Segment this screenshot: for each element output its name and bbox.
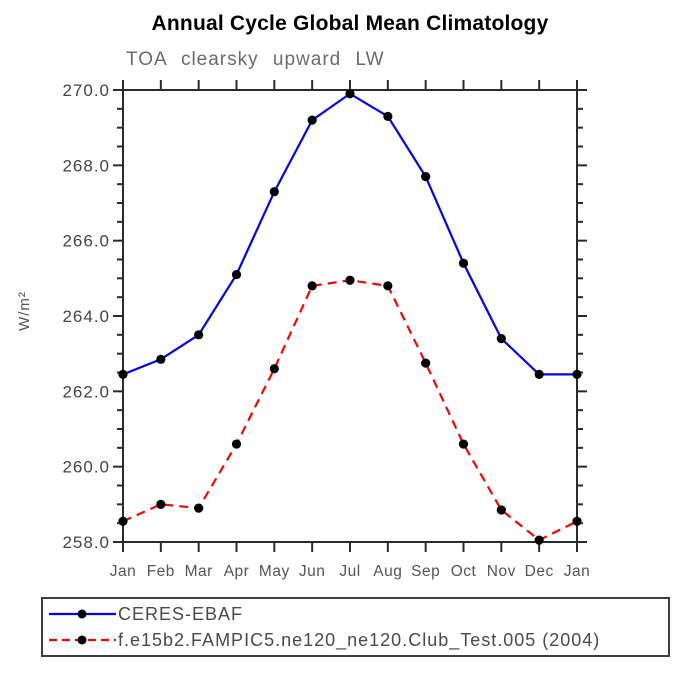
data-point-marker: [194, 503, 204, 513]
data-point-marker: [496, 505, 506, 515]
legend-label: CERES-EBAF: [118, 604, 244, 624]
x-tick-label: Jun: [299, 563, 326, 580]
legend: CERES-EBAF f.e15b2.FAMPIC5.ne120_ne120.C…: [41, 597, 670, 657]
y-tick-label: 260.0: [62, 458, 110, 477]
data-point-marker: [345, 275, 355, 285]
y-tick-label: 270.0: [62, 81, 110, 100]
y-tick-label: 262.0: [62, 382, 110, 401]
legend-line-sample-solid-icon: [49, 609, 116, 619]
data-point-marker: [231, 439, 242, 449]
y-tick-label: 258.0: [62, 533, 110, 552]
data-point-marker: [118, 516, 128, 526]
chart-title: Annual Cycle Global Mean Climatology: [151, 12, 549, 35]
series-line: [122, 92, 577, 376]
data-point-marker: [383, 281, 393, 291]
data-point-marker: [421, 172, 431, 182]
data-point-marker: [269, 364, 279, 374]
data-point-marker: [458, 258, 469, 268]
x-tick-label: May: [259, 563, 290, 580]
x-tick-label: Dec: [525, 563, 554, 580]
data-point-marker: [383, 111, 393, 121]
x-tick-label: Nov: [487, 563, 516, 580]
series-line: [122, 279, 578, 542]
y-tick-label: 268.0: [62, 156, 110, 175]
data-point-marker: [534, 535, 544, 545]
plot-frame: [122, 89, 578, 543]
data-point-marker: [307, 115, 317, 125]
chart-subtitle: TOA clearsky upward LW: [126, 49, 385, 70]
x-tick-label: Jul: [339, 563, 360, 580]
legend-label: f.e15b2.FAMPIC5.ne120_ne120.Club_Test.00…: [118, 630, 601, 650]
legend-marker: [77, 635, 87, 645]
x-tick-label: Oct: [451, 563, 477, 580]
data-point-marker: [307, 281, 317, 291]
data-point-marker: [421, 358, 431, 368]
data-point-marker: [496, 334, 506, 344]
data-point-marker: [156, 499, 166, 509]
data-point-marker: [194, 330, 204, 340]
x-tick-label: Sep: [411, 563, 440, 580]
data-point-marker: [231, 269, 242, 280]
x-tick-label: Apr: [224, 563, 250, 580]
x-tick-label: Feb: [147, 563, 175, 580]
data-point-marker: [118, 369, 128, 379]
legend-item-observation: CERES-EBAF: [48, 602, 668, 626]
data-point-marker: [345, 89, 355, 99]
y-tick-label: 266.0: [62, 232, 110, 251]
x-tick-label: Jan: [564, 563, 591, 580]
x-tick-label: Jan: [110, 563, 137, 580]
y-tick-label: 264.0: [62, 307, 110, 326]
legend-item-model: f.e15b2.FAMPIC5.ne120_ne120.Club_Test.00…: [48, 628, 668, 652]
x-tick-label: Mar: [185, 563, 213, 580]
x-tick-label: Aug: [373, 563, 402, 580]
data-point-marker: [269, 187, 279, 197]
legend-line-sample-dashed-icon: [49, 635, 116, 645]
data-point-marker: [572, 516, 582, 526]
data-point-marker: [458, 439, 469, 449]
data-point-marker: [534, 369, 544, 379]
legend-marker: [77, 609, 87, 619]
data-point-marker: [572, 369, 582, 379]
data-point-marker: [156, 354, 166, 364]
